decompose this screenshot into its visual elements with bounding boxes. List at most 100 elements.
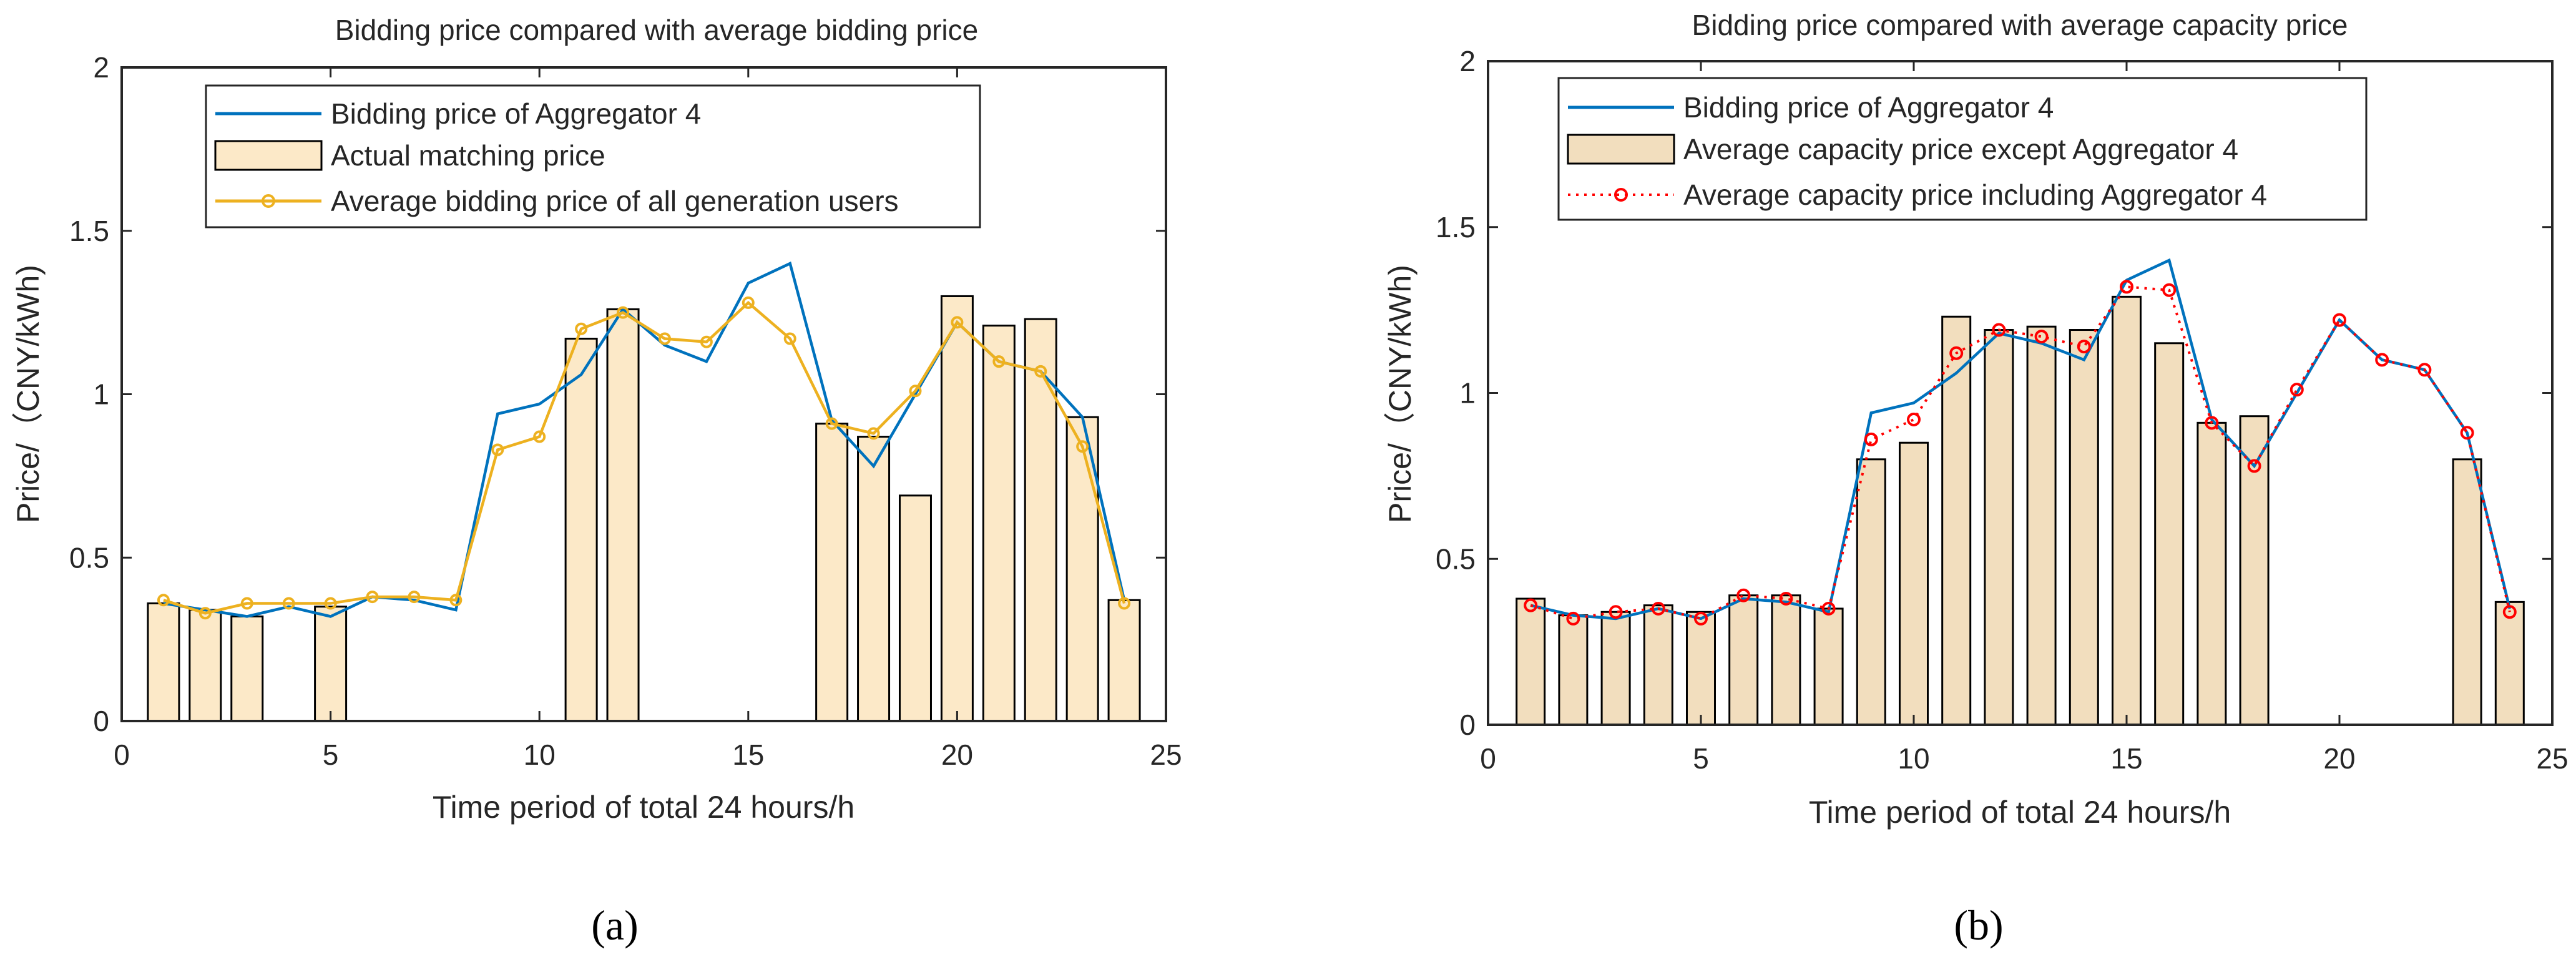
panel-b-x-axis-label: Time period of total 24 hours/h	[1809, 795, 2231, 830]
series-marker-2-t19	[909, 385, 922, 398]
series-marker-2-t20	[2333, 313, 2346, 327]
legend-label-bidding-price: Bidding price of Aggregator 4	[1683, 91, 2054, 124]
series-marker-2-t10	[533, 430, 546, 443]
series-marker-2-t15	[742, 296, 755, 309]
bar-t9	[1856, 458, 1886, 726]
x-tick-label: 20	[941, 739, 973, 771]
panel-a: Bidding price compared with average bidd…	[11, 14, 1182, 949]
series-marker-2-t4	[1651, 601, 1665, 616]
panel-b-caption: (b)	[1954, 901, 2003, 949]
series-marker-2-t12	[617, 306, 630, 319]
panel-b-x-axis: 0 5 10 15 20 25	[1480, 61, 2569, 775]
bar-t14	[2069, 329, 2099, 726]
x-tick-label: 20	[2323, 742, 2355, 775]
y-tick-label: 1	[93, 378, 109, 411]
x-tick-label: 5	[323, 739, 339, 771]
bar-t11	[1941, 315, 1972, 726]
series-marker-2-t17	[2205, 416, 2219, 430]
y-tick-label: 0.5	[1436, 542, 1476, 575]
y-tick-label: 1.5	[1436, 211, 1476, 243]
panel-b: Bidding price compared with average capa…	[1383, 9, 2569, 949]
series-marker-2-t24	[2502, 605, 2517, 619]
series-marker-2-t9	[1864, 432, 1878, 446]
panel-a-legend-box	[205, 84, 981, 228]
series-marker-2-t16	[783, 332, 796, 345]
series-marker-2-t9	[491, 443, 504, 456]
legend-label-capacity-except: Average capacity price except Aggregator…	[1683, 133, 2238, 165]
legend-label-average-bidding: Average bidding price of all generation …	[331, 185, 899, 217]
x-tick-label: 25	[2536, 742, 2568, 775]
x-tick-label: 0	[1480, 742, 1496, 775]
bar-t20	[940, 295, 974, 722]
series-marker-2-t8	[449, 594, 463, 607]
x-tick-label: 15	[732, 739, 764, 771]
bar-t21	[982, 325, 1016, 722]
y-tick-label: 0	[1459, 709, 1476, 741]
panel-b-bars	[1516, 295, 2525, 726]
series-marker-2-t6	[1736, 588, 1751, 602]
bar-t18	[2239, 415, 2270, 726]
y-tick-label: 2	[93, 51, 109, 84]
x-tick-label: 15	[2110, 742, 2142, 775]
y-tick-label: 1.5	[69, 215, 109, 247]
panel-a-y-axis: 0 0.5 1 1.5 2	[69, 51, 1166, 737]
panel-a-x-axis-label: Time period of total 24 hours/h	[433, 790, 855, 825]
bar-t22	[1024, 318, 1057, 722]
series-marker-2-t20	[951, 316, 964, 329]
bar-t3	[1600, 611, 1631, 726]
series-marker-2-t6	[366, 591, 379, 604]
series-marker-2-t24	[1118, 597, 1131, 610]
y-tick-label: 2	[1459, 45, 1476, 77]
x-tick-label: 10	[524, 739, 556, 771]
series-marker-2-t23	[2460, 426, 2474, 440]
bar-t8	[1813, 607, 1844, 726]
legend-label-capacity-including: Average capacity price including Aggrega…	[1683, 179, 2267, 211]
series-marker-2-t3	[240, 597, 253, 610]
series-marker-2-t11	[575, 322, 588, 335]
bar-t16	[2154, 342, 2185, 726]
series-marker-2-t14	[2077, 340, 2091, 354]
series-marker-2-t13	[658, 332, 671, 345]
panel-a-caption: (a)	[591, 901, 638, 949]
bar-t1	[147, 602, 180, 722]
series-marker-2-t1	[1524, 598, 1538, 612]
legend-swatch-capacity-including-marker	[1614, 188, 1628, 202]
bar-t2	[189, 609, 222, 722]
panel-b-lines	[1524, 258, 2517, 626]
series-marker-2-t1	[157, 594, 170, 607]
legend-swatch-capacity-except-bar	[1567, 134, 1675, 165]
panel-a-x-axis: 0 5 10 15 20 25	[114, 67, 1182, 771]
bar-t13	[2026, 325, 2057, 726]
bar-t12	[1984, 329, 2014, 726]
panel-b-legend: Bidding price of Aggregator 4 Average ca…	[1557, 77, 2368, 221]
bar-t17	[815, 423, 849, 722]
legend-swatch-average-bidding-marker	[262, 194, 275, 208]
series-line-0	[1530, 258, 2511, 621]
legend-label-bidding-price: Bidding price of Aggregator 4	[331, 97, 701, 130]
bar-t10	[1899, 441, 1929, 726]
series-marker-2-t3	[1609, 605, 1623, 619]
series-marker-2-t7	[408, 591, 421, 604]
series-marker-2-t7	[1779, 592, 1793, 606]
bar-t5	[1686, 611, 1716, 726]
series-marker-2-t12	[1992, 323, 2006, 337]
series-marker-2-t22	[1034, 365, 1047, 378]
y-tick-label: 0.5	[69, 541, 109, 574]
series-marker-2-t5	[1694, 611, 1708, 626]
panel-a-title: Bidding price compared with average bidd…	[335, 14, 979, 46]
series-marker-2-t18	[867, 427, 880, 440]
bar-t24	[2494, 601, 2525, 726]
y-tick-label: 1	[1459, 377, 1476, 410]
bar-t17	[2196, 421, 2227, 726]
series-marker-2-t4	[282, 597, 295, 610]
series-marker-2-t2	[198, 607, 212, 620]
bar-t1	[1516, 597, 1546, 726]
series-marker-2-t14	[700, 335, 713, 348]
bar-t6	[1728, 594, 1759, 726]
panel-b-legend-box	[1557, 77, 2368, 221]
legend-label-matching-price: Actual matching price	[331, 139, 605, 172]
bar-t5	[314, 606, 348, 722]
panel-a-lines	[157, 261, 1131, 620]
y-tick-label: 0	[93, 705, 109, 737]
